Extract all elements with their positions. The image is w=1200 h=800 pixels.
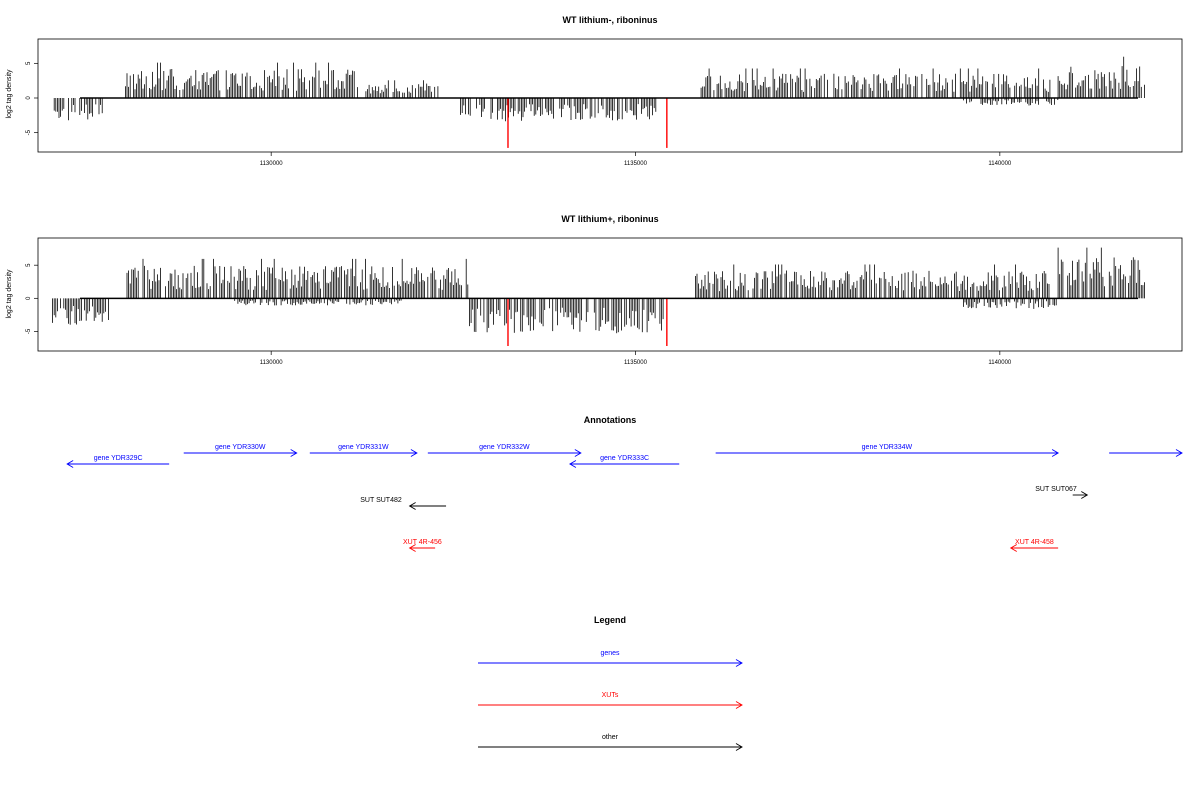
panel-1-bars xyxy=(53,56,1145,122)
panel-2-ylabel: log2 tag density xyxy=(6,269,13,319)
legend: Legend genes XUTs other xyxy=(478,615,743,751)
panel-1-yaxis: -5 0 5 xyxy=(26,61,38,135)
track-panel-1: WT lithium-, riboninus log2 tag density … xyxy=(6,15,1183,167)
gene-arrow-head xyxy=(569,460,577,468)
gene-arrow-head xyxy=(66,460,74,468)
y-tick-label: 5 xyxy=(26,61,32,65)
gene-arrow-head xyxy=(1175,449,1183,457)
y-tick-label: 0 xyxy=(26,96,32,100)
legend-arrow-head xyxy=(735,659,743,667)
panel-2-title: WT lithium+, riboninus xyxy=(561,214,658,224)
x-tick-label: 1140000 xyxy=(988,360,1012,366)
gene-label: gene YDR329C xyxy=(94,455,143,462)
other-arrow-head xyxy=(1081,491,1089,499)
gene-arrow-head xyxy=(1051,449,1060,457)
gene-arrow-head xyxy=(290,449,298,457)
xut-arrow-head xyxy=(1009,544,1017,552)
annotation-features: gene YDR329C gene YDR330W gene YDR331W gene… xyxy=(66,444,1183,552)
gene-arrow-head xyxy=(574,449,582,457)
legend-arrow-head xyxy=(735,701,743,709)
legend-items: genes XUTs other xyxy=(478,650,743,751)
panel-2-highlights xyxy=(507,298,668,347)
panel-1-title: WT lithium-, riboninus xyxy=(563,15,658,25)
other-label: SUT SUT482 xyxy=(360,497,402,504)
legend-arrow-head xyxy=(735,743,743,751)
annotations-title: Annotations xyxy=(584,415,637,425)
track-panel-2: WT lithium+, riboninus log2 tag density … xyxy=(6,214,1183,366)
panel-1-ylabel: log2 tag density xyxy=(6,69,13,119)
y-tick-label: -5 xyxy=(26,328,32,334)
other-arrow-head xyxy=(408,502,416,510)
panel-2-xaxis: 1130000 1135000 1140000 xyxy=(260,351,1012,366)
panel-1-frame xyxy=(37,38,1183,153)
xut-label: XUT 4R-458 xyxy=(1015,539,1054,546)
x-tick-label: 1135000 xyxy=(624,161,648,167)
panel-1-xaxis: 1130000 1135000 1140000 xyxy=(260,152,1012,167)
legend-label: genes xyxy=(600,650,620,657)
legend-title: Legend xyxy=(594,615,626,625)
legend-label: XUTs xyxy=(602,692,619,699)
xut-label: XUT 4R-456 xyxy=(403,539,442,546)
y-tick-label: -5 xyxy=(26,129,32,135)
gene-label: gene YDR332W xyxy=(479,444,530,451)
panel-1-highlights xyxy=(507,98,668,148)
gene-arrow-head xyxy=(410,449,418,457)
panel-2-bars xyxy=(52,247,1145,334)
other-label: SUT SUT067 xyxy=(1035,486,1077,493)
x-tick-label: 1130000 xyxy=(260,360,284,366)
y-tick-label: 0 xyxy=(26,296,32,300)
gene-label: gene YDR333C xyxy=(600,455,649,462)
x-tick-label: 1130000 xyxy=(260,161,284,167)
y-tick-label: 5 xyxy=(26,263,32,267)
panel-2-frame xyxy=(37,237,1183,352)
legend-label: other xyxy=(602,734,619,741)
gene-label: gene YDR334W xyxy=(862,444,913,451)
xut-arrow-head xyxy=(408,544,416,552)
gene-label: gene YDR330W xyxy=(215,444,266,451)
gene-label: gene YDR331W xyxy=(338,444,389,451)
x-tick-label: 1135000 xyxy=(624,360,648,366)
x-tick-label: 1140000 xyxy=(988,161,1012,167)
panel-2-yaxis: -5 0 5 xyxy=(26,263,38,334)
